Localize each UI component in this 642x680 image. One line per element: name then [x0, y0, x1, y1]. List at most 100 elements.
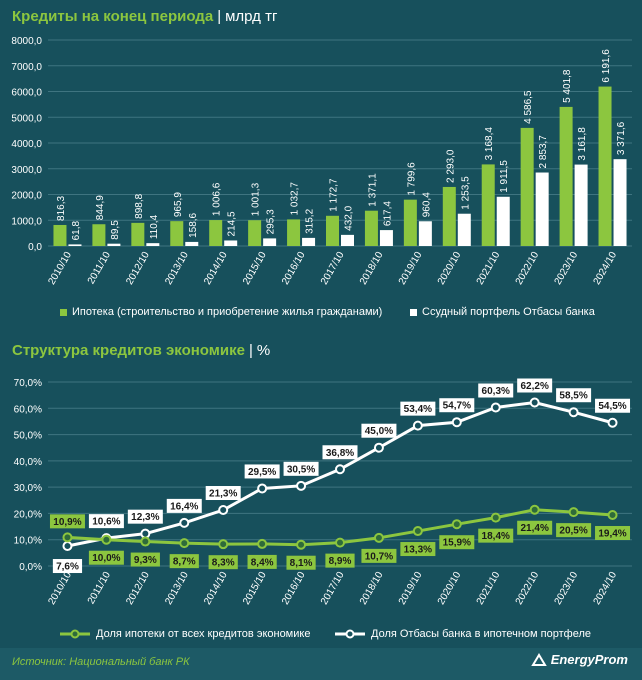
top-bar-mortgage: [131, 222, 145, 246]
mortgage-share-data-label: 15,9%: [443, 538, 471, 549]
mortgage-share-point: [218, 539, 229, 550]
otbasy-share-data-label: 54,7%: [443, 401, 471, 412]
top-data-label-mortgage: 965,9: [173, 192, 184, 217]
top-data-label-otbasy: 960,4: [421, 192, 432, 217]
otbasy-share-data-label-bg: [400, 401, 436, 416]
mortgage-share-data-label: 8,1%: [290, 558, 313, 569]
top-bar-mortgage: [53, 224, 67, 246]
top-bar-otbasy: [341, 234, 354, 246]
top-bar-mortgage: [598, 86, 612, 246]
bottom-legend-item-otbasy-share: Доля Отбасы банка в ипотечном портфеле: [335, 628, 591, 640]
otbasy-share-point: [218, 505, 229, 516]
mortgage-share-data-label: 8,3%: [212, 558, 235, 569]
otbasy-share-point: [296, 480, 307, 491]
otbasy-share-data-label: 36,8%: [326, 448, 354, 459]
top-bar-otbasy: [379, 230, 393, 246]
top-data-label-mortgage: 2 293,0: [445, 149, 456, 183]
mortgage-share-data-label-bg: [247, 554, 277, 569]
otbasy-share-data-label: 7,6%: [56, 562, 79, 573]
otbasy-share-data-label: 21,3%: [209, 489, 237, 500]
otbasy-share-data-label-bg: [556, 388, 592, 403]
top-bar-otbasy: [146, 243, 160, 246]
bottom-x-tick-label: 2023/10: [553, 570, 581, 607]
bottom-x-tick-label: 2021/10: [475, 570, 503, 607]
top-data-label-otbasy: 158,6: [188, 212, 199, 237]
bottom-y-tick-label: 20,0%: [14, 509, 42, 520]
bottom-line-chart: 0,0% 10,0% 20,0% 30,0% 40,0% 50,0% 60,0% 70,0% 7…: [14, 378, 632, 607]
top-bar-otbasy: [613, 159, 627, 246]
top-bar-otbasy: [68, 244, 82, 246]
mortgage-share-point: [101, 534, 112, 545]
otbasy-share-data-label-bg: [205, 486, 241, 501]
top-y-tick-label: 4000,0: [11, 139, 42, 150]
mortgage-share-data-label: 19,4%: [598, 529, 626, 540]
mortgage-share-data-label-bg: [208, 555, 238, 570]
otbasy-share-point: [529, 397, 540, 408]
top-bar-mortgage: [442, 186, 456, 246]
top-bar-mortgage: [403, 199, 417, 246]
top-data-label-mortgage: 5 401,8: [562, 69, 573, 103]
mortgage-share-point: [490, 512, 501, 523]
otbasy-share-data-label-bg: [439, 398, 475, 413]
bottom-x-tick-label: 2014/10: [202, 570, 230, 607]
otbasy-share-point: [568, 407, 579, 418]
top-legend-item-otbasy: Ссудный портфель Отбасы банка: [410, 306, 595, 318]
top-bar-otbasy: [224, 240, 238, 246]
mortgage-share-point: [529, 504, 540, 515]
top-x-tick-label: 2022/10: [514, 250, 542, 287]
mortgage-share-data-label: 18,4%: [482, 531, 510, 542]
mortgage-share-point: [296, 539, 307, 550]
otbasy-share-data-label: 45,0%: [365, 426, 393, 437]
top-bar-mortgage: [248, 220, 262, 246]
top-x-tick-label: 2018/10: [358, 250, 386, 287]
top-legend-label-mortgage: Ипотека (строительство и приобретение жи…: [72, 306, 383, 318]
mortgage-share-point: [179, 538, 190, 549]
top-bar-mortgage: [559, 106, 573, 246]
top-legend-label-otbasy: Ссудный портфель Отбасы банка: [422, 306, 595, 318]
top-y-tick-label: 3000,0: [11, 165, 42, 176]
top-bar-mortgage: [364, 210, 378, 246]
mortgage-share-data-label-bg: [595, 526, 631, 541]
top-data-label-otbasy: 315,2: [305, 208, 316, 233]
top-data-label-mortgage: 1 032,7: [290, 182, 301, 216]
top-data-label-otbasy: 1 253,5: [460, 176, 471, 210]
mortgage-share-data-label: 8,4%: [251, 557, 274, 568]
otbasy-share-point: [490, 402, 501, 413]
otbasy-share-data-label: 60,3%: [482, 386, 510, 397]
top-y-tick-label: 7000,0: [11, 62, 42, 73]
top-data-label-otbasy: 617,4: [382, 201, 393, 226]
top-y-tick-label: 1000,0: [11, 216, 42, 227]
top-x-tick-label: 2015/10: [241, 250, 269, 287]
top-bar-otbasy: [496, 196, 510, 246]
top-x-tick-label: 2016/10: [280, 250, 308, 287]
top-y-tick-label: 6000,0: [11, 88, 42, 99]
bottom-y-tick-label: 50,0%: [14, 431, 42, 442]
otbasy-share-point: [257, 483, 268, 494]
bottom-y-tick-label: 40,0%: [14, 457, 42, 468]
bottom-legend-marker-otbasy-share: [335, 629, 365, 639]
bottom-y-tick-label: 60,0%: [14, 404, 42, 415]
otbasy-share-point: [412, 420, 423, 431]
bottom-x-tick-label: 2019/10: [397, 570, 425, 607]
top-bar-mortgage: [520, 127, 534, 246]
otbasy-share-data-label: 29,5%: [248, 467, 276, 478]
top-x-tick-label: 2021/10: [475, 250, 503, 287]
mortgage-share-point: [140, 536, 151, 547]
bottom-x-tick-label: 2020/10: [436, 570, 464, 607]
mortgage-share-point: [335, 537, 345, 548]
top-bar-otbasy: [574, 164, 588, 246]
top-chart-title-row: Кредиты на конец периода | млрд тг: [12, 8, 277, 25]
bottom-x-tick-label: 2012/10: [124, 570, 152, 607]
top-chart-title-separator: |: [217, 8, 222, 25]
otbasy-share-data-label-bg: [244, 464, 280, 479]
top-legend-swatch-otbasy: [410, 308, 417, 316]
bottom-x-tick-label: 2018/10: [358, 570, 386, 607]
mortgage-share-point: [373, 532, 384, 543]
top-bar-otbasy: [107, 243, 121, 246]
bottom-legend-marker-mortgage-share: [60, 629, 90, 639]
energyprom-logo-text: EnergyProm: [550, 652, 628, 667]
top-data-label-otbasy: 2 853,7: [538, 135, 549, 169]
source-note: Источник: Национальный банк РК: [12, 656, 190, 668]
otbasy-share-data-label-bg: [322, 445, 358, 460]
mortgage-share-data-label: 10,7%: [365, 551, 393, 562]
